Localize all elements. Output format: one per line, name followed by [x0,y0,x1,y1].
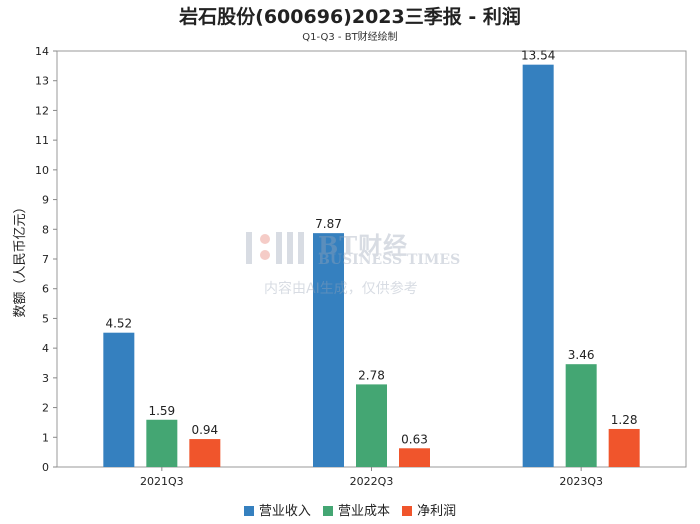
bar [356,384,387,467]
legend-item-profit: 净利润 [402,500,456,519]
y-tick-label: 1 [42,431,49,444]
y-tick-label: 9 [42,194,49,207]
watermark-brand-en: BUSINESS TIMES [318,252,461,268]
y-tick-label: 7 [42,253,49,266]
data-label: 13.54 [521,49,555,63]
watermark-note: 内容由AI生成，仅供参考 [264,281,418,297]
y-axis-label: 数额（人民币亿元） [13,200,28,317]
watermark: BT财经 BUSINESS TIMES 内容由AI生成，仅供参考 [246,226,476,306]
legend-item-revenue: 营业收入 [243,500,311,519]
y-tick-label: 0 [42,461,49,474]
y-tick-label: 14 [35,45,49,58]
chart-subtitle: Q1-Q3 - BT财经绘制 [302,32,398,43]
legend-label: 营业成本 [337,504,390,519]
x-tick-label: 2021Q3 [140,475,184,488]
data-label: 2.78 [358,368,385,382]
bar [313,233,344,467]
bar [608,428,640,467]
y-tick-label: 6 [42,283,49,296]
legend-swatch [243,506,254,516]
watermark-brand: BT财经 [318,231,409,260]
data-label: 0.94 [191,423,218,437]
legend-item-cost: 营业成本 [322,500,390,519]
data-label: 7.87 [315,217,342,231]
legend: 营业收入 营业成本 净利润 [0,500,700,519]
y-tick-label: 5 [42,312,49,325]
y-tick-label: 3 [42,372,49,385]
legend-label: 净利润 [417,504,457,519]
bar [522,64,554,467]
legend-label: 营业收入 [258,504,311,519]
legend-swatch [322,506,333,516]
data-label: 4.52 [105,317,132,331]
data-label: 0.63 [401,432,428,446]
bar [103,332,135,467]
y-tick-label: 10 [35,164,49,177]
data-label: 1.28 [611,413,638,427]
legend-swatch [402,506,413,516]
bar [399,448,430,467]
x-tick-label: 2022Q3 [350,475,394,488]
bar [565,364,597,467]
x-tick-label: 2023Q3 [559,475,603,488]
data-label: 1.59 [148,404,175,418]
data-label: 3.46 [568,348,595,362]
y-tick-label: 12 [35,104,49,117]
chart-title: 岩石股份(600696)2023三季报 - 利润 [179,6,521,28]
y-tick-label: 2 [42,402,49,415]
y-tick-label: 8 [42,223,49,236]
bar [146,419,178,467]
y-tick-label: 11 [35,134,49,147]
bar [189,439,221,467]
y-tick-label: 4 [42,342,49,355]
bt-logo-icon [246,232,304,264]
y-tick-label: 13 [35,75,49,88]
